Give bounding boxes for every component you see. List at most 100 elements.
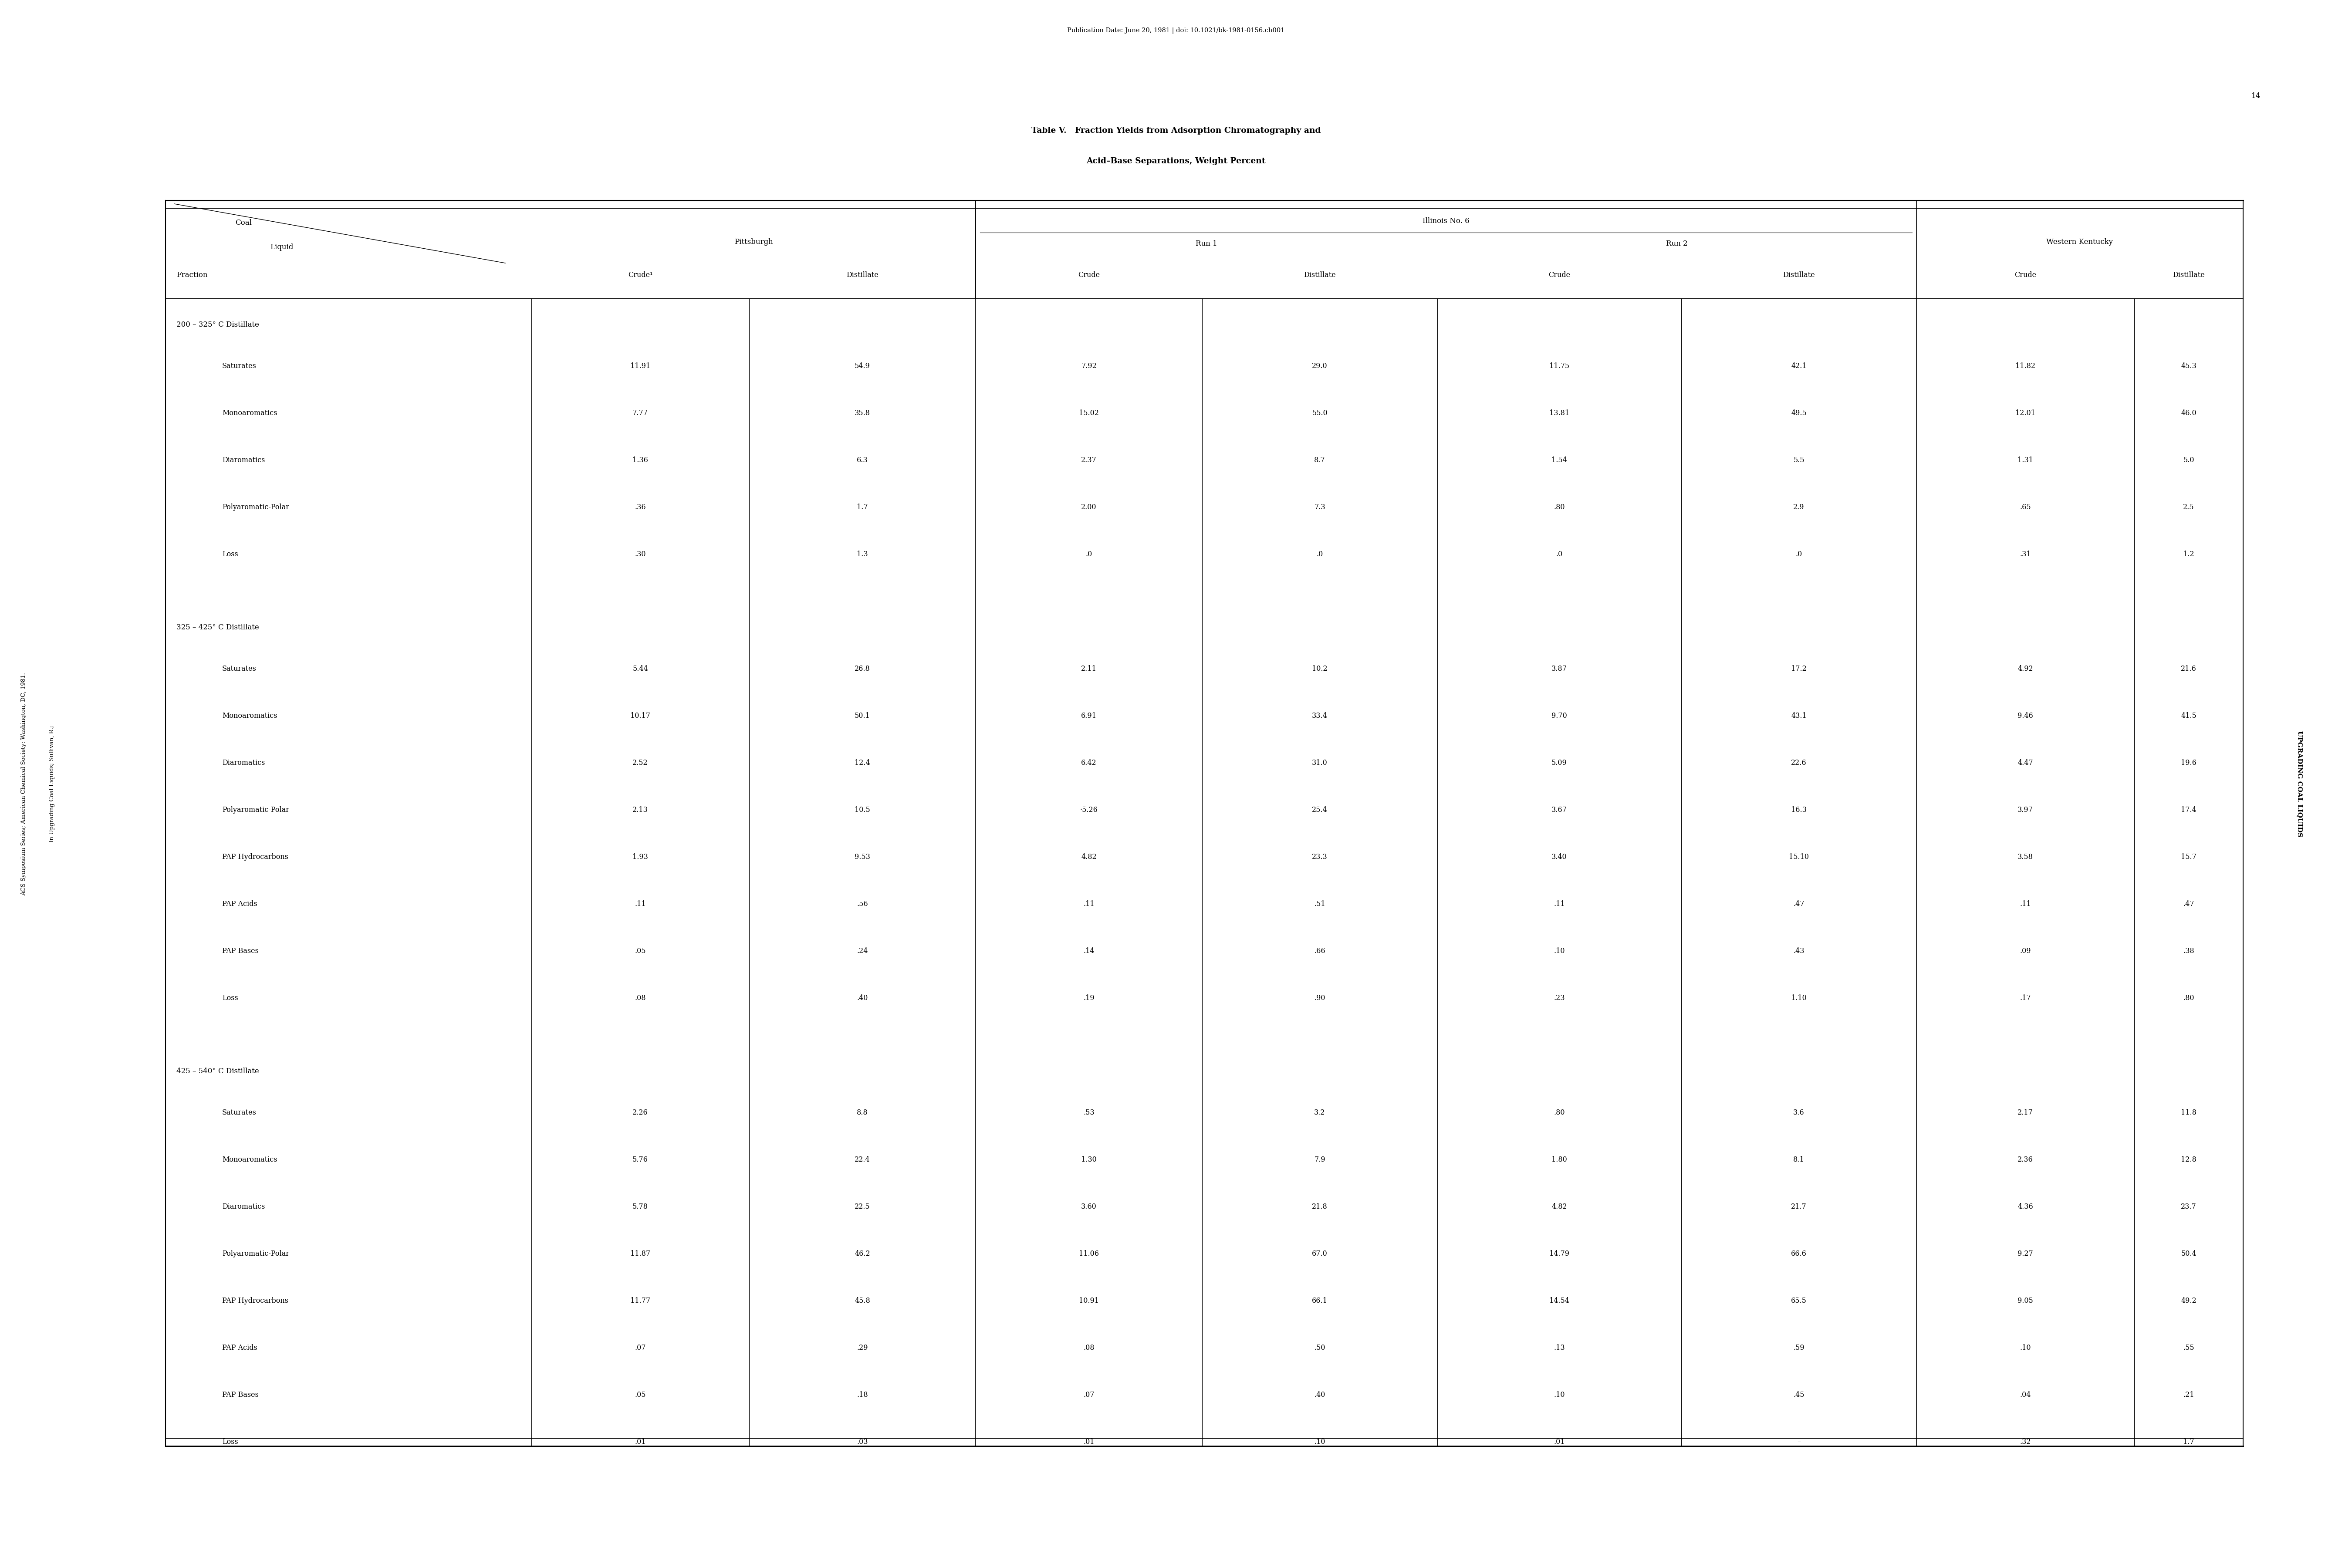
Text: 12.01: 12.01 [2016, 409, 2034, 417]
Text: 21.8: 21.8 [1312, 1203, 1327, 1210]
Text: 2.37: 2.37 [1082, 456, 1096, 464]
Text: Distillate: Distillate [2173, 271, 2204, 279]
Text: 43.1: 43.1 [1792, 712, 1806, 720]
Text: .31: .31 [2020, 550, 2030, 558]
Text: 65.5: 65.5 [1790, 1297, 1806, 1305]
Text: Saturates: Saturates [221, 362, 256, 370]
Text: 22.6: 22.6 [1792, 759, 1806, 767]
Text: 11.91: 11.91 [630, 362, 649, 370]
Text: .05: .05 [635, 1391, 647, 1399]
Text: 1.7: 1.7 [2183, 1438, 2194, 1446]
Text: 3.67: 3.67 [1552, 806, 1566, 814]
Text: .80: .80 [1555, 1109, 1564, 1116]
Text: Table V.   Fraction Yields from Adsorption Chromatography and: Table V. Fraction Yields from Adsorption… [1030, 127, 1322, 135]
Text: 2.5: 2.5 [2183, 503, 2194, 511]
Text: 11.77: 11.77 [630, 1297, 649, 1305]
Text: 42.1: 42.1 [1792, 362, 1806, 370]
Text: 3.60: 3.60 [1082, 1203, 1096, 1210]
Text: .40: .40 [856, 994, 868, 1002]
Text: .0: .0 [1795, 550, 1802, 558]
Text: 5.0: 5.0 [2183, 456, 2194, 464]
Text: Crude: Crude [1077, 271, 1101, 279]
Text: 50.4: 50.4 [2180, 1250, 2197, 1258]
Text: Liquid: Liquid [270, 243, 294, 251]
Text: 26.8: 26.8 [854, 665, 870, 673]
Text: .03: .03 [856, 1438, 868, 1446]
Text: .0: .0 [1087, 550, 1091, 558]
Text: 15.02: 15.02 [1080, 409, 1098, 417]
Text: Distillate: Distillate [847, 271, 877, 279]
Text: .10: .10 [1315, 1438, 1324, 1446]
Text: .11: .11 [635, 900, 647, 908]
Text: 5.78: 5.78 [633, 1203, 649, 1210]
Text: 45.3: 45.3 [2180, 362, 2197, 370]
Text: .01: .01 [1084, 1438, 1094, 1446]
Text: 21.6: 21.6 [2180, 665, 2197, 673]
Text: 9.53: 9.53 [854, 853, 870, 861]
Text: .36: .36 [635, 503, 647, 511]
Text: 50.1: 50.1 [854, 712, 870, 720]
Text: 325 – 425° C Distillate: 325 – 425° C Distillate [176, 624, 259, 630]
Text: 200 – 325° C Distillate: 200 – 325° C Distillate [176, 321, 259, 328]
Text: .07: .07 [635, 1344, 647, 1352]
Text: 3.6: 3.6 [1792, 1109, 1804, 1116]
Text: .14: .14 [1084, 947, 1094, 955]
Text: Monoaromatics: Monoaromatics [221, 712, 278, 720]
Text: 8.8: 8.8 [856, 1109, 868, 1116]
Text: 55.0: 55.0 [1312, 409, 1327, 417]
Text: .11: .11 [2020, 900, 2030, 908]
Text: 5.76: 5.76 [633, 1156, 649, 1163]
Text: 4.47: 4.47 [2018, 759, 2032, 767]
Text: .10: .10 [2020, 1344, 2030, 1352]
Text: .18: .18 [856, 1391, 868, 1399]
Text: 16.3: 16.3 [1790, 806, 1806, 814]
Text: PAP Bases: PAP Bases [221, 947, 259, 955]
Text: 4.92: 4.92 [2018, 665, 2032, 673]
Text: Fraction: Fraction [176, 271, 207, 279]
Text: 7.3: 7.3 [1315, 503, 1324, 511]
Text: 45.8: 45.8 [854, 1297, 870, 1305]
Text: .45: .45 [1792, 1391, 1804, 1399]
Text: 21.7: 21.7 [1792, 1203, 1806, 1210]
Text: 3.40: 3.40 [1552, 853, 1566, 861]
Text: 10.2: 10.2 [1312, 665, 1327, 673]
Text: .01: .01 [1555, 1438, 1564, 1446]
Text: .50: .50 [1315, 1344, 1324, 1352]
Text: PAP Acids: PAP Acids [221, 900, 256, 908]
Text: 6.3: 6.3 [856, 456, 868, 464]
Text: .11: .11 [1084, 900, 1094, 908]
Text: 3.2: 3.2 [1315, 1109, 1324, 1116]
Text: Coal: Coal [235, 220, 252, 227]
Text: 54.9: 54.9 [854, 362, 870, 370]
Text: .80: .80 [2183, 994, 2194, 1002]
Text: .04: .04 [2020, 1391, 2030, 1399]
Text: 9.27: 9.27 [2018, 1250, 2032, 1258]
Text: 1.36: 1.36 [633, 456, 649, 464]
Text: .43: .43 [1792, 947, 1804, 955]
Text: .0: .0 [1317, 550, 1324, 558]
Text: 5.44: 5.44 [633, 665, 649, 673]
Text: 3.97: 3.97 [2018, 806, 2032, 814]
Text: Illinois No. 6: Illinois No. 6 [1423, 216, 1470, 224]
Text: 11.75: 11.75 [1550, 362, 1569, 370]
Text: 66.1: 66.1 [1312, 1297, 1327, 1305]
Text: Distillate: Distillate [1783, 271, 1816, 279]
Text: UPGRADING COAL LIQUIDS: UPGRADING COAL LIQUIDS [2296, 731, 2303, 837]
Text: 1.7: 1.7 [856, 503, 868, 511]
Text: 23.7: 23.7 [2180, 1203, 2197, 1210]
Text: 17.2: 17.2 [1792, 665, 1806, 673]
Text: 8.7: 8.7 [1315, 456, 1324, 464]
Text: 1.54: 1.54 [1552, 456, 1566, 464]
Text: 11.82: 11.82 [2016, 362, 2034, 370]
Text: 11.06: 11.06 [1080, 1250, 1098, 1258]
Text: Loss: Loss [221, 1438, 238, 1446]
Text: 6.42: 6.42 [1082, 759, 1096, 767]
Text: ACS Symposium Series; American Chemical Society: Washington, DC, 1981.: ACS Symposium Series; American Chemical … [21, 673, 26, 895]
Text: Diaromatics: Diaromatics [221, 1203, 266, 1210]
Text: Loss: Loss [221, 550, 238, 558]
Text: 2.26: 2.26 [633, 1109, 649, 1116]
Text: –: – [1797, 1438, 1802, 1446]
Text: .65: .65 [2020, 503, 2030, 511]
Text: 1.93: 1.93 [633, 853, 649, 861]
Text: 1.10: 1.10 [1792, 994, 1806, 1002]
